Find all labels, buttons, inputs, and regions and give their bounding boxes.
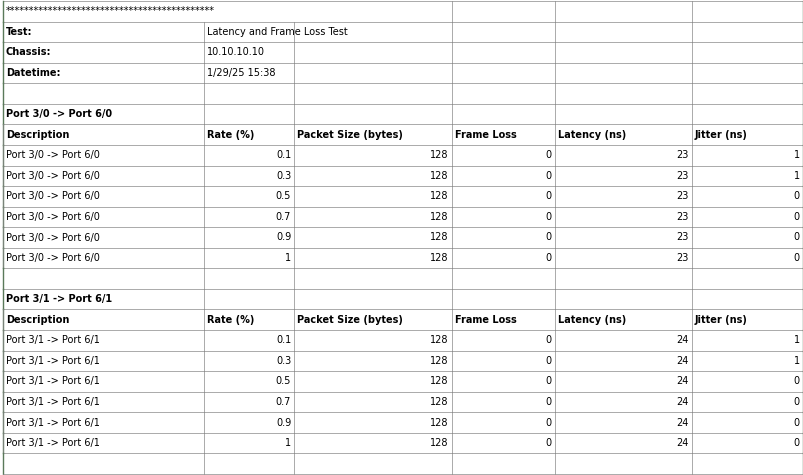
- Text: 24: 24: [675, 438, 687, 448]
- Text: 0: 0: [793, 397, 799, 407]
- Text: 0: 0: [545, 356, 551, 366]
- Text: 1: 1: [793, 356, 799, 366]
- Text: 0.5: 0.5: [275, 191, 291, 201]
- Text: Port 3/0 -> Port 6/0: Port 3/0 -> Port 6/0: [6, 253, 100, 263]
- Text: 0.7: 0.7: [275, 397, 291, 407]
- Text: 128: 128: [430, 377, 448, 387]
- Text: 128: 128: [430, 418, 448, 428]
- Text: 0.9: 0.9: [275, 232, 291, 243]
- Text: 0: 0: [793, 212, 799, 222]
- Text: 0: 0: [793, 418, 799, 428]
- Text: 0: 0: [545, 397, 551, 407]
- Text: Chassis:: Chassis:: [6, 48, 51, 57]
- Text: 128: 128: [430, 212, 448, 222]
- Text: 1: 1: [793, 335, 799, 345]
- Text: 23: 23: [675, 191, 687, 201]
- Text: 0.7: 0.7: [275, 212, 291, 222]
- Text: Port 3/0 -> Port 6/0: Port 3/0 -> Port 6/0: [6, 150, 100, 160]
- Text: 0: 0: [545, 438, 551, 448]
- Text: Packet Size (bytes): Packet Size (bytes): [297, 130, 402, 140]
- Text: Latency (ns): Latency (ns): [557, 130, 626, 140]
- Text: Jitter (ns): Jitter (ns): [694, 130, 747, 140]
- Text: 23: 23: [675, 253, 687, 263]
- Text: Latency and Frame Loss Test: Latency and Frame Loss Test: [206, 27, 347, 37]
- Text: Latency (ns): Latency (ns): [557, 315, 626, 325]
- Text: 0: 0: [545, 377, 551, 387]
- Text: 23: 23: [675, 232, 687, 243]
- Text: 0: 0: [545, 418, 551, 428]
- Text: 0.9: 0.9: [275, 418, 291, 428]
- Text: 24: 24: [675, 377, 687, 387]
- Text: Port 3/1 -> Port 6/1: Port 3/1 -> Port 6/1: [6, 335, 100, 345]
- Text: 0: 0: [793, 438, 799, 448]
- Text: Description: Description: [6, 130, 69, 140]
- Text: Jitter (ns): Jitter (ns): [694, 315, 747, 325]
- Text: 0: 0: [545, 150, 551, 160]
- Text: Port 3/1 -> Port 6/1: Port 3/1 -> Port 6/1: [6, 418, 100, 428]
- Text: 0.3: 0.3: [275, 171, 291, 181]
- Text: 24: 24: [675, 335, 687, 345]
- Text: 0.1: 0.1: [275, 150, 291, 160]
- Text: 128: 128: [430, 171, 448, 181]
- Text: 128: 128: [430, 150, 448, 160]
- Text: 0: 0: [793, 253, 799, 263]
- Text: 0.3: 0.3: [275, 356, 291, 366]
- Text: 1: 1: [284, 438, 291, 448]
- Text: 23: 23: [675, 171, 687, 181]
- Text: Port 3/1 -> Port 6/1: Port 3/1 -> Port 6/1: [6, 377, 100, 387]
- Text: Packet Size (bytes): Packet Size (bytes): [297, 315, 402, 325]
- Text: Port 3/0 -> Port 6/0: Port 3/0 -> Port 6/0: [6, 171, 100, 181]
- Text: 10.10.10.10: 10.10.10.10: [206, 48, 264, 57]
- Text: 0: 0: [793, 377, 799, 387]
- Text: 1/29/25 15:38: 1/29/25 15:38: [206, 68, 275, 78]
- Text: Port 3/0 -> Port 6/0: Port 3/0 -> Port 6/0: [6, 232, 100, 243]
- Text: 24: 24: [675, 356, 687, 366]
- Text: Port 3/1 -> Port 6/1: Port 3/1 -> Port 6/1: [6, 294, 112, 304]
- Text: 1: 1: [284, 253, 291, 263]
- Text: 23: 23: [675, 212, 687, 222]
- Text: 0: 0: [545, 335, 551, 345]
- Text: Rate (%): Rate (%): [206, 315, 254, 325]
- Text: Description: Description: [6, 315, 69, 325]
- Text: 24: 24: [675, 397, 687, 407]
- Text: 0: 0: [793, 191, 799, 201]
- Text: 128: 128: [430, 335, 448, 345]
- Text: Port 3/0 -> Port 6/0: Port 3/0 -> Port 6/0: [6, 212, 100, 222]
- Text: Port 3/0 -> Port 6/0: Port 3/0 -> Port 6/0: [6, 191, 100, 201]
- Text: 1: 1: [793, 171, 799, 181]
- Text: Datetime:: Datetime:: [6, 68, 60, 78]
- Text: 0: 0: [545, 232, 551, 243]
- Text: Port 3/1 -> Port 6/1: Port 3/1 -> Port 6/1: [6, 397, 100, 407]
- Text: Frame Loss: Frame Loss: [454, 315, 516, 325]
- Text: 24: 24: [675, 418, 687, 428]
- Text: Rate (%): Rate (%): [206, 130, 254, 140]
- Text: 0: 0: [545, 253, 551, 263]
- Text: 23: 23: [675, 150, 687, 160]
- Text: 0: 0: [545, 171, 551, 181]
- Text: 128: 128: [430, 356, 448, 366]
- Text: 1: 1: [793, 150, 799, 160]
- Text: 0: 0: [793, 232, 799, 243]
- Text: ********************************************: ****************************************…: [6, 6, 214, 16]
- Text: 128: 128: [430, 438, 448, 448]
- Text: Frame Loss: Frame Loss: [454, 130, 516, 140]
- Text: Port 3/1 -> Port 6/1: Port 3/1 -> Port 6/1: [6, 356, 100, 366]
- Text: 128: 128: [430, 232, 448, 243]
- Text: 128: 128: [430, 253, 448, 263]
- Text: Port 3/1 -> Port 6/1: Port 3/1 -> Port 6/1: [6, 438, 100, 448]
- Text: 0: 0: [545, 212, 551, 222]
- Text: 128: 128: [430, 191, 448, 201]
- Text: Test:: Test:: [6, 27, 32, 37]
- Text: Port 3/0 -> Port 6/0: Port 3/0 -> Port 6/0: [6, 109, 112, 119]
- Text: 128: 128: [430, 397, 448, 407]
- Text: 0.5: 0.5: [275, 377, 291, 387]
- Text: 0: 0: [545, 191, 551, 201]
- Text: 0.1: 0.1: [275, 335, 291, 345]
